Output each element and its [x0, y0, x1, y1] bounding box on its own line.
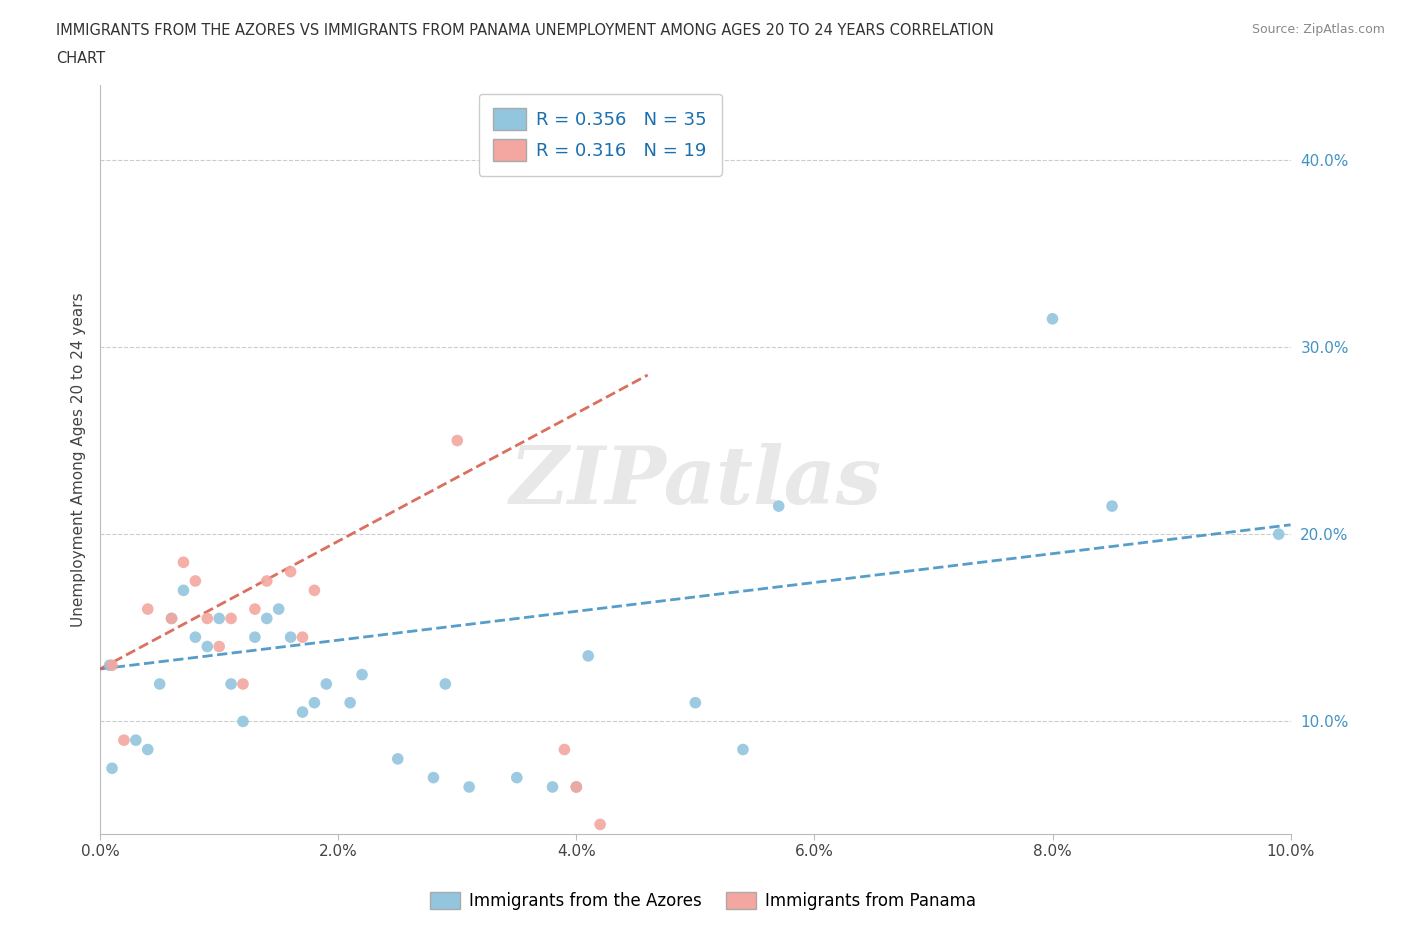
- Point: [101, 761, 124, 776]
- Point: [350, 667, 373, 682]
- Point: [1267, 526, 1289, 541]
- Point: [136, 742, 159, 757]
- Point: [256, 574, 278, 589]
- Point: [172, 583, 194, 598]
- Point: [304, 696, 326, 711]
- Text: Source: ZipAtlas.com: Source: ZipAtlas.com: [1251, 23, 1385, 36]
- Point: [208, 639, 231, 654]
- Point: [422, 770, 444, 785]
- Point: [149, 676, 172, 691]
- Point: [506, 770, 529, 785]
- Point: [232, 676, 254, 691]
- Point: [553, 742, 575, 757]
- Point: [280, 630, 302, 644]
- Text: IMMIGRANTS FROM THE AZORES VS IMMIGRANTS FROM PANAMA UNEMPLOYMENT AMONG AGES 20 : IMMIGRANTS FROM THE AZORES VS IMMIGRANTS…: [56, 23, 994, 38]
- Point: [589, 817, 612, 831]
- Point: [291, 630, 314, 644]
- Point: [219, 611, 242, 626]
- Legend: R = 0.356   N = 35, R = 0.316   N = 19: R = 0.356 N = 35, R = 0.316 N = 19: [478, 94, 721, 176]
- Point: [1101, 498, 1123, 513]
- Point: [125, 733, 148, 748]
- Point: [434, 676, 457, 691]
- Point: [136, 602, 159, 617]
- Point: [184, 630, 207, 644]
- Point: [243, 630, 266, 644]
- Point: [685, 696, 707, 711]
- Point: [112, 733, 135, 748]
- Point: [387, 751, 409, 766]
- Point: [339, 696, 361, 711]
- Y-axis label: Unemployment Among Ages 20 to 24 years: Unemployment Among Ages 20 to 24 years: [72, 292, 86, 627]
- Point: [446, 433, 468, 448]
- Point: [1042, 312, 1064, 326]
- Point: [232, 714, 254, 729]
- Point: [576, 648, 599, 663]
- Point: [304, 583, 326, 598]
- Text: CHART: CHART: [56, 51, 105, 66]
- Point: [256, 611, 278, 626]
- Point: [768, 498, 790, 513]
- Point: [565, 779, 588, 794]
- Point: [315, 676, 337, 691]
- Point: [160, 611, 183, 626]
- Point: [243, 602, 266, 617]
- Point: [98, 658, 121, 672]
- Legend: Immigrants from the Azores, Immigrants from Panama: Immigrants from the Azores, Immigrants f…: [423, 885, 983, 917]
- Text: ZIPatlas: ZIPatlas: [509, 443, 882, 521]
- Point: [731, 742, 754, 757]
- Point: [280, 565, 302, 579]
- Point: [184, 574, 207, 589]
- Point: [172, 555, 194, 570]
- Point: [195, 639, 218, 654]
- Point: [160, 611, 183, 626]
- Point: [195, 611, 218, 626]
- Point: [541, 779, 564, 794]
- Point: [267, 602, 290, 617]
- Point: [208, 611, 231, 626]
- Point: [458, 779, 481, 794]
- Point: [101, 658, 124, 672]
- Point: [291, 705, 314, 720]
- Point: [219, 676, 242, 691]
- Point: [565, 779, 588, 794]
